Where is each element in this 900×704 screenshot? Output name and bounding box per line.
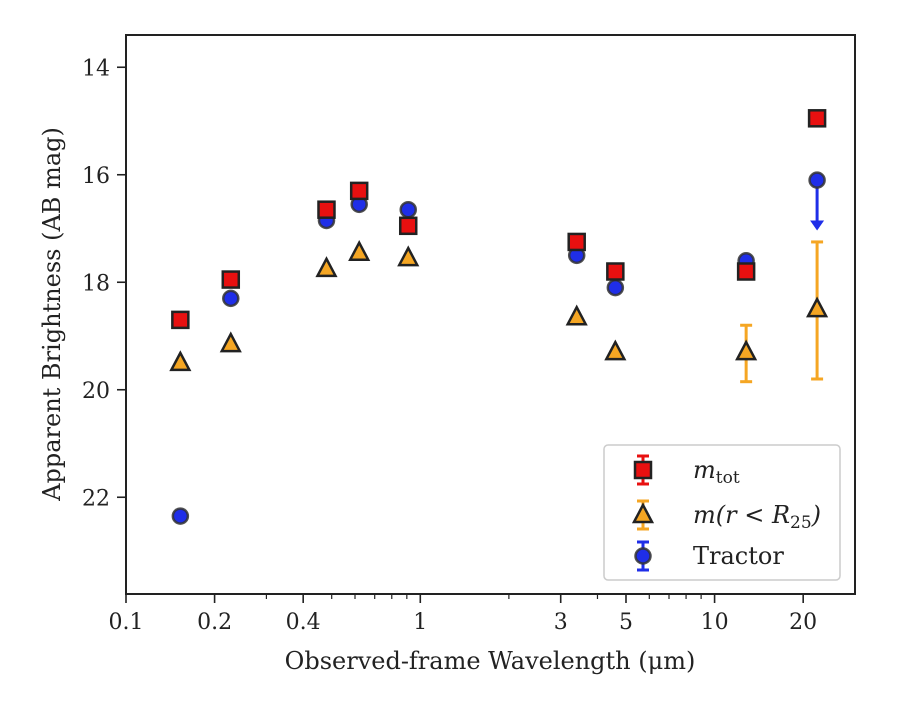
x-tick-label: 0.2 [197, 610, 232, 635]
data-point [169, 350, 192, 372]
x-tick-label: 10 [701, 610, 729, 635]
data-point [567, 232, 586, 252]
legend-box [603, 444, 841, 581]
data-point [171, 310, 190, 330]
legend: mtot m(r < R25) Tractor [603, 444, 841, 581]
data-point [221, 270, 241, 289]
legend-label-main: m [693, 456, 716, 484]
legend-label-subscript: 25 [790, 513, 812, 533]
legend-label: Tractor [693, 542, 784, 570]
x-axis-title: Observed-frame Wavelength (μm) [285, 647, 696, 675]
y-tick-label: 20 [82, 379, 110, 404]
data-point [735, 339, 758, 361]
data-point [606, 262, 625, 281]
y-tick-label: 14 [82, 56, 110, 81]
y-tick-label: 18 [82, 271, 110, 296]
y-axis-title: Apparent Brightness (AB mag) [38, 127, 66, 502]
data-point [606, 278, 625, 297]
legend-marker [631, 502, 655, 524]
data-point [219, 331, 242, 353]
data-point [808, 171, 826, 189]
data-point [222, 289, 240, 308]
data-point [806, 296, 829, 318]
legend-marker [633, 460, 653, 480]
upper-limit-arrowhead [810, 220, 825, 231]
legend-label: mtot [693, 456, 740, 488]
y-tick-label: 22 [82, 486, 110, 511]
x-tick-label: 3 [554, 610, 568, 635]
data-point [604, 339, 627, 361]
legend-label-main: Tractor [693, 542, 784, 570]
markers-layer [169, 109, 829, 525]
x-tick-label: 5 [619, 610, 633, 635]
data-point [171, 507, 190, 525]
data-point [736, 262, 756, 281]
legend-label-main: m(r < R [693, 501, 790, 529]
x-tick-label: 0.1 [109, 610, 144, 635]
legend-label-rest: ) [811, 501, 821, 529]
data-point [807, 109, 827, 128]
data-point [315, 256, 338, 278]
ticks-layer: 0.1 0.2 0.4 1 3 5 10 20 14 16 18 20 22 [82, 56, 817, 635]
data-point [397, 245, 420, 267]
x-tick-label: 20 [789, 610, 817, 635]
data-point [399, 200, 417, 219]
x-tick-label: 1 [413, 610, 427, 635]
data-point [348, 240, 371, 261]
data-point [565, 304, 588, 326]
y-tick-label: 16 [82, 164, 110, 189]
plot-frame [125, 34, 856, 595]
x-tick-label: 0.4 [286, 610, 321, 635]
data-point [317, 200, 336, 219]
legend-label-subscript: tot [716, 468, 740, 488]
legend-label: m(r < R25) [693, 501, 821, 533]
legend-marker [634, 547, 652, 565]
data-point [349, 181, 369, 201]
data-point [398, 216, 418, 236]
